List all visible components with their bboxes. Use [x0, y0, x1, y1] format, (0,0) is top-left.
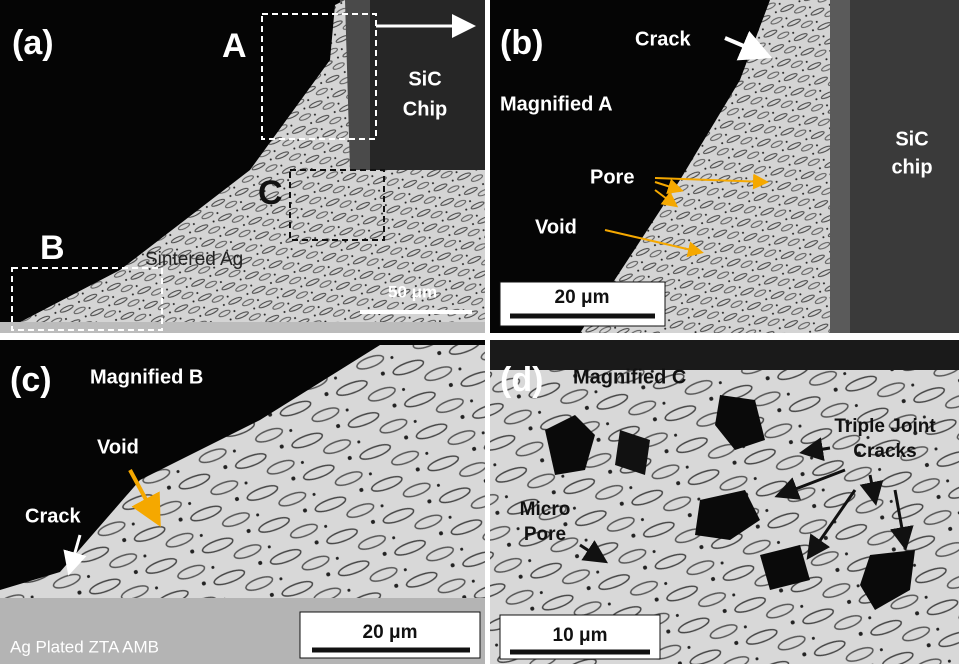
- page: {"panels":[ {"label":"(a)","annotations"…: [0, 0, 959, 664]
- annotation: SiC: [408, 68, 441, 90]
- annotation: Void: [535, 216, 577, 238]
- scale-bar-label: 20 μm: [555, 287, 610, 308]
- figure: (a) A SiC Chip C B Sintered Ag 50 μm (b)…: [0, 0, 959, 664]
- body: (a) A SiC Chip C B Sintered Ag 50 μm (b)…: [0, 0, 959, 664]
- annotation: Sintered Ag: [145, 249, 243, 270]
- panel-label: (a): [12, 24, 54, 62]
- annotation: Ag Plated ZTA AMB: [10, 637, 159, 656]
- annotation: Magnified B: [90, 366, 203, 388]
- panel-d: (d) Magnified C Triple Joint Cracks Micr…: [490, 340, 959, 664]
- annotation: Triple Joint: [834, 416, 936, 437]
- annotation: Void: [97, 436, 139, 458]
- panel-label: (c): [10, 361, 52, 399]
- annotation: Micro: [520, 499, 571, 520]
- annotation: Pore: [590, 166, 634, 188]
- annotation: Crack: [635, 28, 691, 50]
- annotation: B: [40, 229, 65, 267]
- panel-a: (a) A SiC Chip C B Sintered Ag 50 μm: [0, 0, 485, 333]
- annotation: Crack: [25, 505, 81, 527]
- annotation: C: [258, 174, 283, 212]
- annotation: Cracks: [853, 441, 916, 462]
- annotation: Magnified C: [573, 366, 686, 388]
- annotation: Pore: [524, 524, 566, 545]
- annotation: SiC: [895, 128, 928, 150]
- scale-bar-label: 10 μm: [553, 625, 608, 646]
- annotation: A: [222, 27, 247, 65]
- panel-label: (d): [500, 361, 543, 399]
- panel-b: (b) Crack Magnified A Pore Void SiC chip…: [490, 0, 959, 333]
- scale-bar-label: 20 μm: [363, 622, 418, 643]
- annotation: Magnified A: [500, 93, 613, 115]
- panel-c: (c) Magnified B Void Crack Ag Plated ZTA…: [0, 340, 485, 664]
- panel-label: (b): [500, 24, 543, 62]
- scale-bar-label: 50 μm: [388, 282, 437, 301]
- annotation: chip: [891, 156, 932, 178]
- annotation: Chip: [403, 98, 447, 120]
